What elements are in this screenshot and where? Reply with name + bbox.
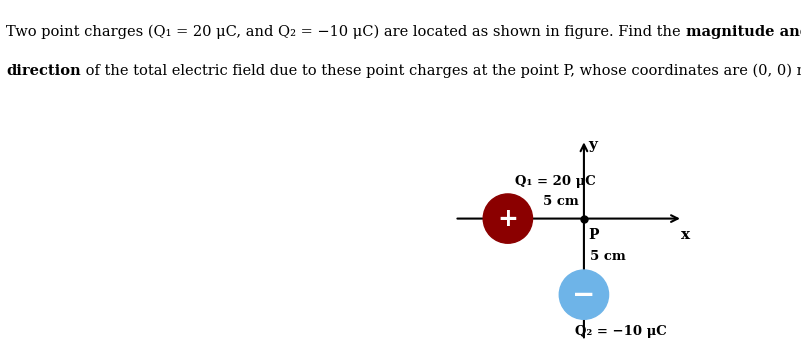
Text: −: − <box>572 281 596 308</box>
Text: x: x <box>682 228 690 242</box>
Text: +: + <box>497 207 518 231</box>
Text: y: y <box>589 138 598 152</box>
Text: direction: direction <box>6 64 81 78</box>
Text: 5 cm: 5 cm <box>543 195 579 208</box>
Text: magnitude and: magnitude and <box>686 25 801 39</box>
Circle shape <box>483 194 533 243</box>
Text: P: P <box>589 228 599 242</box>
Circle shape <box>559 270 609 319</box>
Text: 5 cm: 5 cm <box>590 250 626 263</box>
Text: Q₁ = 20 μC: Q₁ = 20 μC <box>516 175 596 188</box>
Text: Q₂ = −10 μC: Q₂ = −10 μC <box>575 325 666 338</box>
Text: of the total electric field due to these point charges at the point P, whose coo: of the total electric field due to these… <box>81 64 801 78</box>
Text: Two point charges (Q₁ = 20 μC, and Q₂ = −10 μC) are located as shown in figure. : Two point charges (Q₁ = 20 μC, and Q₂ = … <box>6 25 686 39</box>
